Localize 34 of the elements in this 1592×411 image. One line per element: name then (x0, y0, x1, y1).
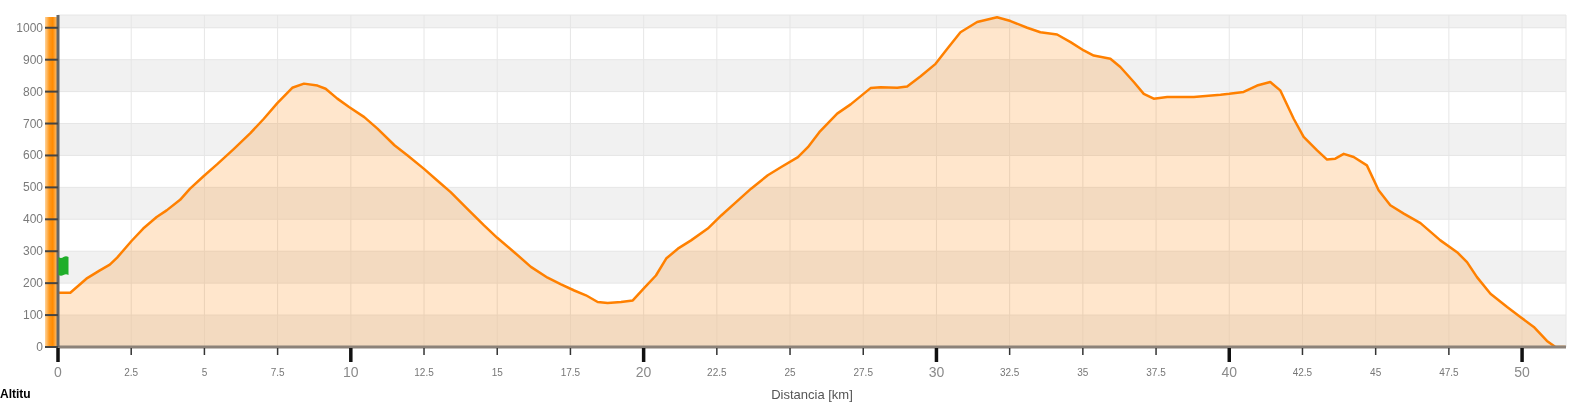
y-tick-label: 700 (22, 116, 44, 131)
y-tick-label: 400 (22, 212, 44, 227)
y-axis-title: Altitu (0, 387, 31, 401)
x-tick-label: 30 (928, 364, 945, 380)
y-tick-label: 300 (22, 244, 44, 259)
x-tick-label: 2.5 (124, 366, 139, 378)
x-tick-label: 45 (1370, 366, 1382, 378)
y-tick-label: 600 (22, 148, 44, 163)
x-tick-label: 42.5 (1292, 366, 1313, 378)
x-tick-label: 32.5 (999, 366, 1020, 378)
x-axis-title: Distancia [km] (770, 387, 854, 402)
x-tick-label: 35 (1077, 366, 1089, 378)
x-tick-label: 25 (784, 366, 797, 378)
y-tick-label: 900 (22, 52, 44, 67)
x-tick-label: 17.5 (560, 366, 581, 378)
x-tick-label: 5 (201, 366, 208, 378)
x-tick-label: 20 (635, 364, 652, 380)
y-tick-label: 0 (36, 340, 44, 354)
x-tick-label: 40 (1221, 364, 1238, 380)
x-tick-label: 0 (54, 364, 63, 380)
y-tick-label: 800 (22, 84, 44, 99)
x-tick-label: 37.5 (1146, 366, 1167, 378)
y-tick-label: 1000 (16, 20, 44, 35)
x-tick-label: 12.5 (414, 366, 435, 378)
x-tick-label: 10 (343, 364, 359, 380)
x-tick-label: 7.5 (270, 366, 285, 378)
x-tick-label: 22.5 (707, 366, 727, 378)
y-tick-label: 500 (22, 180, 44, 195)
x-tick-label: 50 (1514, 364, 1531, 380)
y-tick-label: 200 (22, 276, 44, 291)
x-tick-label: 47.5 (1439, 366, 1460, 378)
y-tick-label: 100 (22, 308, 44, 323)
x-tick-label: 15 (491, 366, 504, 378)
x-tick-label: 27.5 (853, 366, 874, 378)
